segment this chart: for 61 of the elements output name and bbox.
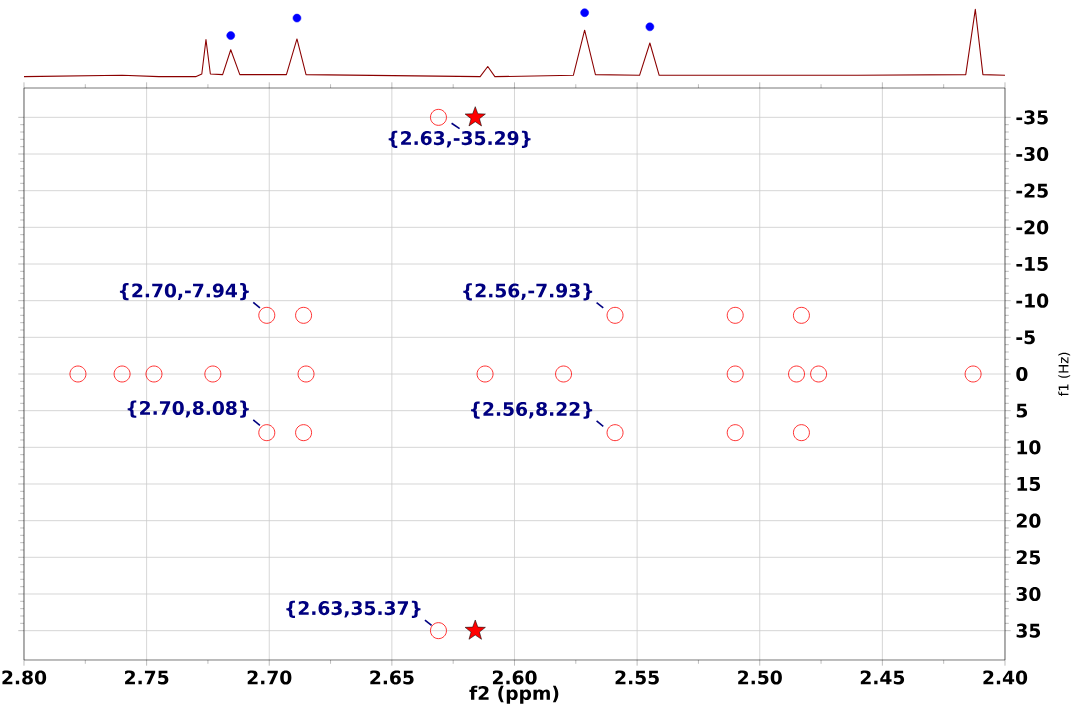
y-tick-label: 20 xyxy=(1016,513,1041,528)
y-tick-label: 25 xyxy=(1016,550,1041,565)
point xyxy=(793,424,810,442)
point xyxy=(580,8,589,17)
point xyxy=(258,306,276,324)
x-tick-label: 2.45 xyxy=(860,670,905,685)
x-tick-label: 2.50 xyxy=(738,670,782,685)
y-tick-label: -5 xyxy=(1016,330,1035,345)
y-tick-label: -30 xyxy=(1016,146,1049,162)
x-tick-label: 2.55 xyxy=(615,670,659,685)
point xyxy=(464,106,486,127)
point xyxy=(113,365,131,383)
point xyxy=(606,306,624,324)
y-tick-label: 0 xyxy=(1016,366,1028,382)
y-tick-label: -25 xyxy=(1016,183,1048,198)
point xyxy=(476,365,494,383)
point xyxy=(555,365,572,383)
y-tick-label: -20 xyxy=(1016,220,1049,235)
point xyxy=(258,424,276,442)
y-tick-label: 5 xyxy=(1016,403,1028,418)
point xyxy=(145,365,163,383)
x-tick-label: 2.40 xyxy=(983,670,1028,685)
annotation: {2.63,-35.29} xyxy=(388,130,531,148)
annotation: {2.63,35.37} xyxy=(286,600,421,618)
point xyxy=(430,108,447,126)
x-tick-label: 2.75 xyxy=(125,670,169,685)
point xyxy=(295,424,312,442)
y-axis-title: f1 (Hz) xyxy=(1058,352,1071,397)
point xyxy=(793,306,810,324)
point xyxy=(645,22,655,32)
point xyxy=(430,622,447,640)
x-tick-label: 2.80 xyxy=(2,670,47,685)
y-tick-label: -35 xyxy=(1016,110,1048,125)
point xyxy=(726,306,744,324)
y-tick-label: 15 xyxy=(1017,477,1041,491)
point xyxy=(788,365,805,383)
annotation: {2.70,-7.94} xyxy=(119,283,249,301)
point xyxy=(606,424,624,442)
y-tick-label: -15 xyxy=(1016,257,1048,271)
point xyxy=(464,619,486,640)
point xyxy=(297,365,315,383)
y-tick-label: 35 xyxy=(1016,623,1041,638)
x-tick-label: 2.70 xyxy=(247,670,292,685)
x-tick-label: 2.60 xyxy=(492,670,537,685)
annotation: {2.70,8.08} xyxy=(127,400,249,418)
x-axis-title: f2 (ppm) xyxy=(469,685,559,704)
point xyxy=(204,365,222,383)
point xyxy=(726,424,744,442)
point xyxy=(295,306,312,324)
annotation: {2.56,-7.93} xyxy=(463,283,593,301)
point xyxy=(964,365,982,383)
y-tick-label: 30 xyxy=(1016,586,1041,602)
point xyxy=(226,31,236,40)
point xyxy=(292,13,302,23)
annotation: {2.56,8.22} xyxy=(471,401,593,419)
point xyxy=(69,365,87,383)
point xyxy=(726,365,744,383)
x-tick-label: 2.65 xyxy=(370,670,414,685)
point xyxy=(810,365,827,383)
y-tick-label: -10 xyxy=(1016,293,1049,308)
y-tick-label: 10 xyxy=(1017,440,1041,455)
